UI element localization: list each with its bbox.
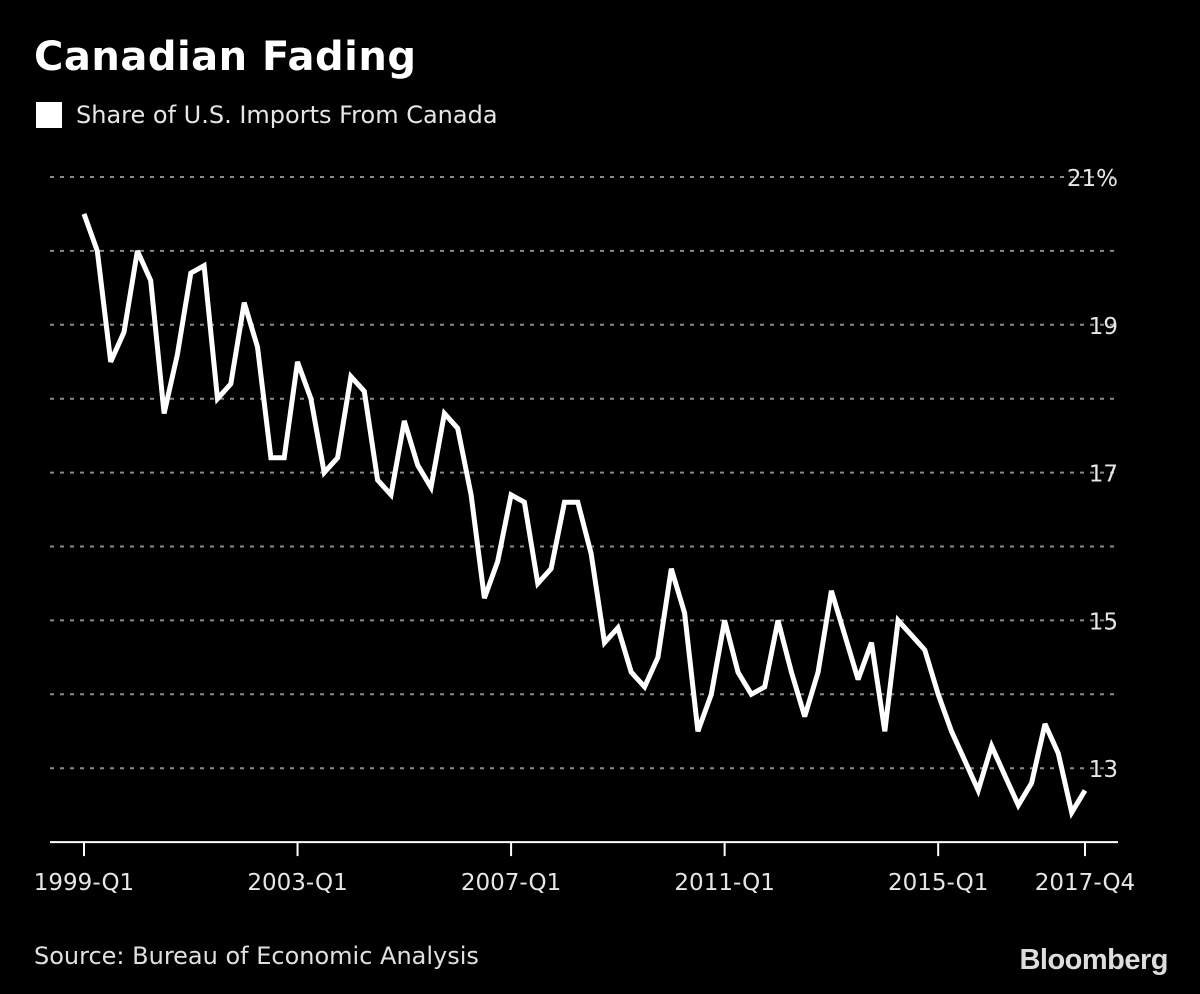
y-tick-label: 17 <box>1089 462 1118 488</box>
bloomberg-logo: Bloomberg <box>1019 944 1168 976</box>
x-tick-label: 2003-Q1 <box>247 870 347 896</box>
series-line <box>81 213 1088 820</box>
x-tick-label: 2007-Q1 <box>461 870 561 896</box>
y-tick-label: 13 <box>1089 757 1118 783</box>
chart-title: Canadian Fading <box>34 34 417 80</box>
y-tick-label: 15 <box>1089 609 1118 635</box>
y-tick-label: 19 <box>1089 314 1118 340</box>
y-tick-label: 21% <box>1067 166 1118 192</box>
legend: Share of U.S. Imports From Canada <box>36 101 498 129</box>
legend-swatch <box>36 102 62 128</box>
x-tick-label: 2011-Q1 <box>674 870 774 896</box>
x-tick-label: 1999-Q1 <box>34 870 134 896</box>
legend-label: Share of U.S. Imports From Canada <box>76 101 498 129</box>
x-tick-label: 2017-Q4 <box>1035 870 1135 896</box>
x-tick-label: 2015-Q1 <box>888 870 988 896</box>
source-note: Source: Bureau of Economic Analysis <box>34 942 479 970</box>
